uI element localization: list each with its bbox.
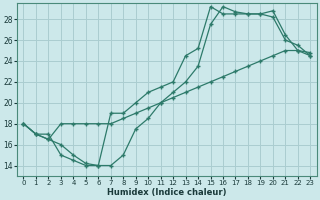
X-axis label: Humidex (Indice chaleur): Humidex (Indice chaleur) (107, 188, 227, 197)
